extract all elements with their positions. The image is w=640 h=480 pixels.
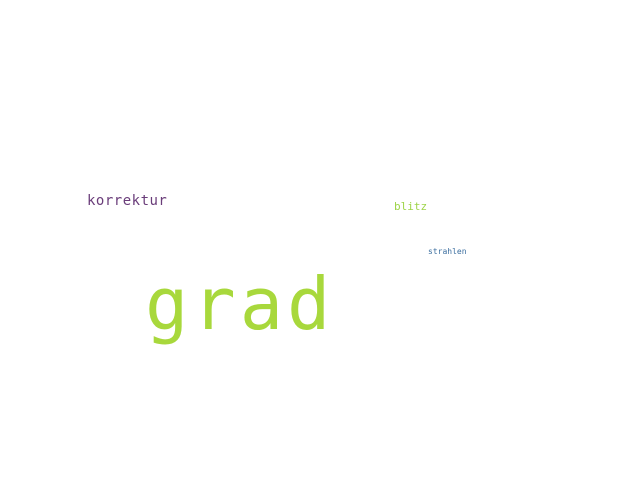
word-korrektur: korrektur: [87, 193, 168, 209]
word-grad: grad: [145, 262, 335, 346]
word-blitz: blitz: [394, 200, 428, 213]
word-strahlen: strahlen: [428, 247, 467, 256]
